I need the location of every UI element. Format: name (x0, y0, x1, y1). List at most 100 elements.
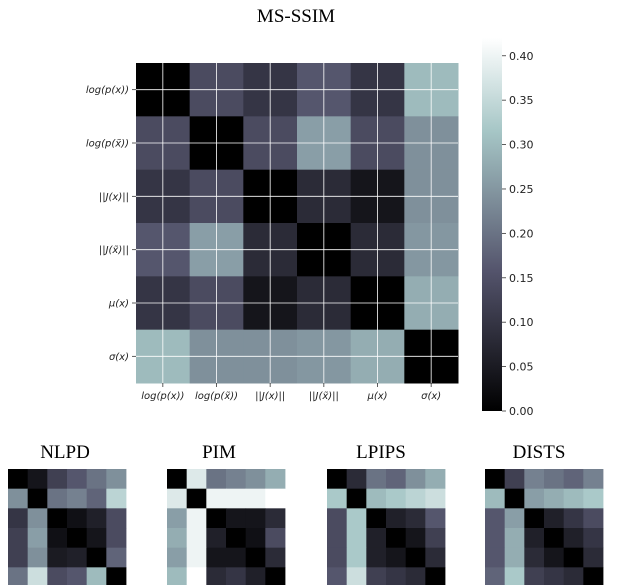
heatmap-cell (485, 567, 506, 585)
heatmap-cell (47, 567, 68, 585)
heatmap-cell (86, 488, 107, 509)
heatmap-cell (86, 469, 107, 490)
heatmap-cell (186, 567, 207, 585)
heatmap-cell (226, 567, 247, 585)
heatmap-cell (563, 508, 584, 529)
heatmap-cell (425, 488, 446, 509)
main-heatmap (136, 63, 459, 384)
lpips-title: LPIPS (356, 442, 406, 463)
heatmap-cell (366, 508, 387, 529)
heatmap-cell (186, 528, 207, 549)
heatmap-cell (504, 469, 525, 490)
heatmap-cell (47, 469, 68, 490)
heatmap-cell (167, 547, 188, 568)
heatmap-cell (47, 488, 68, 509)
heatmap-cell (485, 469, 506, 490)
x-tick-label: μ(x) (366, 391, 387, 402)
heatmap-cell (67, 508, 88, 529)
heatmap-cell (27, 488, 48, 509)
y-tick-label: log(p(x)) (86, 85, 129, 96)
heatmap-cell (583, 567, 604, 585)
heatmap-cell (544, 528, 565, 549)
heatmap-cell (386, 488, 407, 509)
colorbar (482, 38, 502, 411)
heatmap-cell (206, 508, 227, 529)
heatmap-cell (67, 528, 88, 549)
heatmap-cell (8, 469, 29, 490)
heatmap-cell (27, 547, 48, 568)
heatmap-cell (425, 567, 446, 585)
heatmap-cell (106, 528, 127, 549)
heatmap-cell (386, 528, 407, 549)
heatmap-cell (86, 508, 107, 529)
heatmap-cell (425, 469, 446, 490)
heatmap-cell (106, 567, 127, 585)
colorbar-tick-label: 0.10 (509, 316, 534, 329)
heatmap-cell (265, 567, 286, 585)
heatmap-cell (425, 508, 446, 529)
heatmap-cell (366, 469, 387, 490)
heatmap-cell (27, 528, 48, 549)
heatmap-cell (583, 547, 604, 568)
heatmap-cell (504, 528, 525, 549)
heatmap-cell (226, 508, 247, 529)
heatmap-cell (245, 469, 266, 490)
heatmap-cell (563, 528, 584, 549)
heatmap-cell (27, 508, 48, 529)
heatmap-cell (86, 567, 107, 585)
heatmap-cell (405, 508, 426, 529)
heatmap-cell (167, 488, 188, 509)
heatmap-cell (544, 508, 565, 529)
heatmap-cell (425, 547, 446, 568)
heatmap-cell (265, 469, 286, 490)
heatmap-cell (346, 469, 367, 490)
heatmap-cell (544, 488, 565, 509)
heatmap-cell (167, 567, 188, 585)
small-heatmap-pim (167, 469, 286, 585)
heatmap-cell (206, 528, 227, 549)
heatmap-cell (8, 567, 29, 585)
small-heatmap-lpips (327, 469, 446, 585)
heatmap-cell (226, 547, 247, 568)
heatmap-cell (67, 469, 88, 490)
heatmap-cell (106, 488, 127, 509)
heatmap-cell (386, 469, 407, 490)
heatmap-cell (504, 547, 525, 568)
heatmap-cell (167, 528, 188, 549)
y-tick-label: σ(x) (109, 352, 129, 363)
heatmap-cell (47, 508, 68, 529)
heatmap-cell (186, 488, 207, 509)
heatmap-cell (524, 528, 545, 549)
heatmap-cell (245, 567, 266, 585)
heatmap-cell (86, 528, 107, 549)
x-tick-label: log(p(x̃)) (195, 390, 238, 402)
heatmap-cell (245, 488, 266, 509)
heatmap-cell (327, 488, 348, 509)
heatmap-cell (226, 488, 247, 509)
heatmap-cell (563, 469, 584, 490)
heatmap-cell (524, 547, 545, 568)
heatmap-cell (8, 488, 29, 509)
heatmap-cell (583, 469, 604, 490)
heatmap-cell (346, 528, 367, 549)
colorbar-ticks: 0.00 0.05 0.10 0.15 0.20 0.25 0.30 0.35 0.40 (502, 50, 534, 418)
y-tick-label: ||J(x̃)|| (99, 244, 129, 256)
colorbar-tick-label: 0.05 (509, 361, 534, 374)
x-tick-label: ||J(x)|| (255, 391, 285, 402)
heatmap-cell (425, 528, 446, 549)
heatmap-cell (366, 488, 387, 509)
heatmap-cell (346, 567, 367, 585)
main-x-tick-labels: log(p(x)) log(p(x̃)) ||J(x)|| ||J(x̃)|| μ(x)… (141, 383, 441, 402)
heatmap-cell (265, 488, 286, 509)
heatmap-cell (524, 508, 545, 529)
heatmap-cell (27, 469, 48, 490)
heatmap-cell (67, 488, 88, 509)
x-tick-label: σ(x) (421, 391, 441, 402)
heatmap-cell (226, 528, 247, 549)
heatmap-cell (544, 567, 565, 585)
heatmap-cell (563, 567, 584, 585)
heatmap-cell (504, 567, 525, 585)
heatmap-cell (186, 469, 207, 490)
heatmap-cell (106, 547, 127, 568)
heatmap-cell (386, 508, 407, 529)
